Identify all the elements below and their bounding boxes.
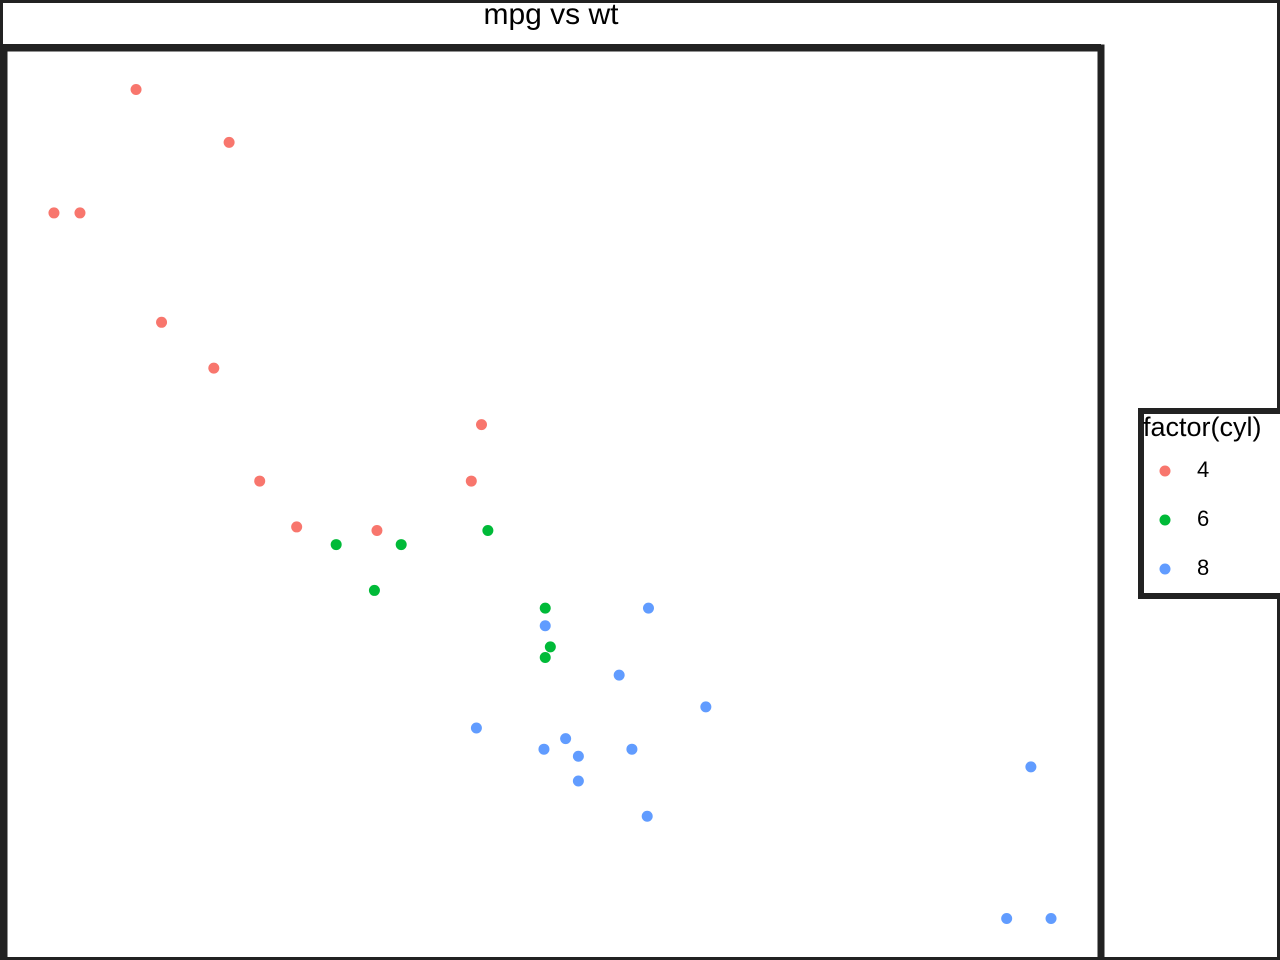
data-point — [572, 750, 584, 762]
data-point — [48, 207, 60, 219]
legend-label: 6 — [1197, 506, 1209, 531]
data-point — [330, 539, 342, 551]
data-point — [613, 669, 625, 681]
data-point — [395, 539, 407, 551]
data-point — [470, 722, 482, 734]
data-point — [539, 651, 551, 663]
data-point — [1025, 761, 1037, 773]
data-point — [475, 419, 487, 431]
data-point — [371, 524, 383, 536]
data-point — [626, 743, 638, 755]
data-point — [291, 521, 303, 533]
legend-swatch — [1159, 465, 1171, 477]
data-point — [572, 775, 584, 787]
data-point — [223, 136, 235, 148]
data-point — [208, 362, 220, 374]
chart-title: mpg vs wt — [483, 0, 619, 31]
data-point — [482, 524, 494, 536]
data-point — [700, 701, 712, 713]
data-point — [1001, 913, 1013, 925]
data-point — [539, 620, 551, 632]
legend-label: 4 — [1197, 457, 1209, 482]
legend-swatch — [1159, 563, 1171, 575]
legend-label: 8 — [1197, 555, 1209, 580]
data-point — [539, 602, 551, 614]
data-point — [130, 83, 142, 95]
data-point — [254, 475, 266, 487]
data-point — [538, 743, 550, 755]
data-point — [641, 810, 653, 822]
data-point — [642, 602, 654, 614]
data-point — [74, 207, 86, 219]
data-point — [544, 641, 556, 653]
legend-swatch — [1159, 514, 1171, 526]
data-point — [560, 733, 572, 745]
data-point — [156, 316, 168, 328]
legend-title: factor(cyl) — [1143, 412, 1262, 442]
panel-border — [0, 44, 1105, 960]
data-point — [1045, 913, 1057, 925]
data-point — [368, 584, 380, 596]
data-point — [465, 475, 477, 487]
